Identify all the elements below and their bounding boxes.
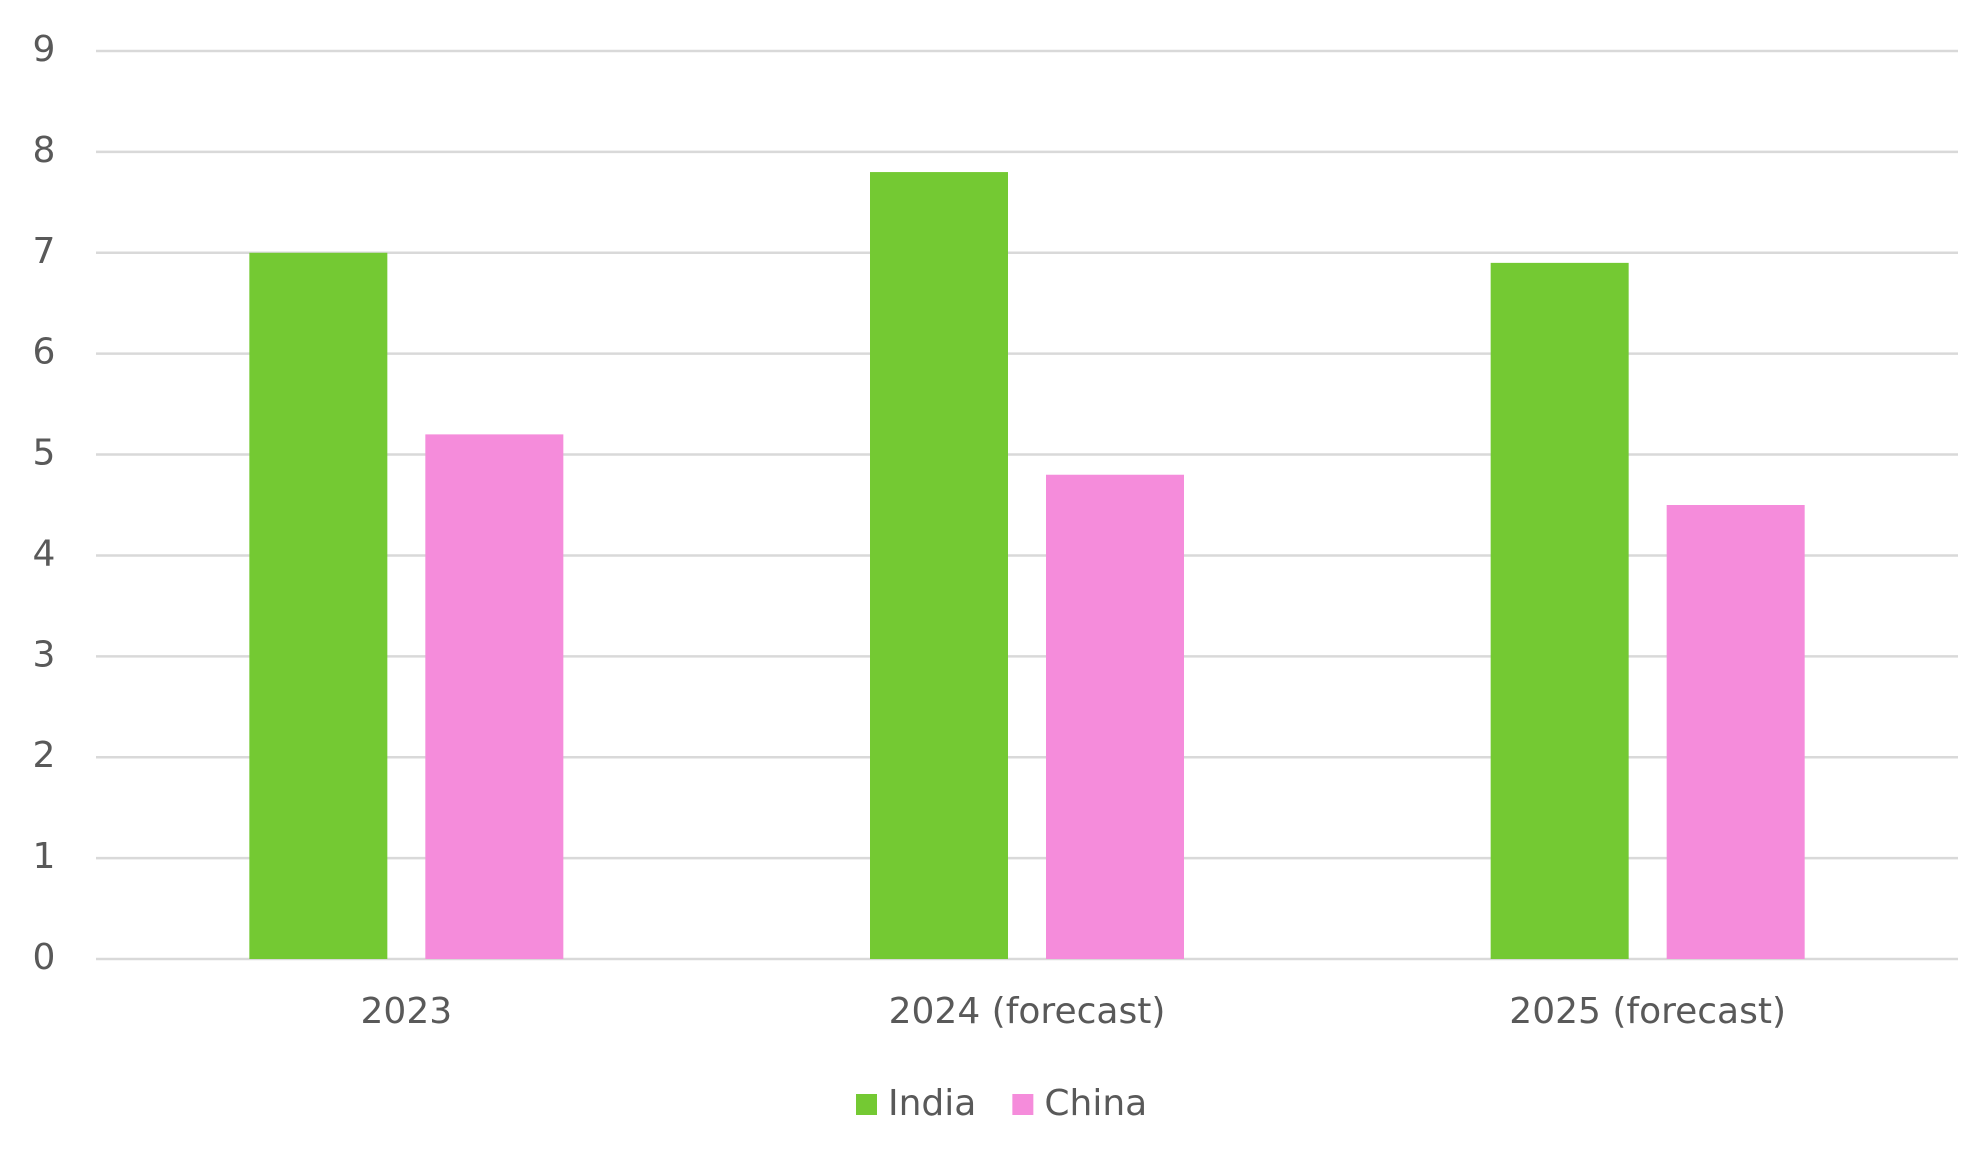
bar xyxy=(870,172,1008,960)
y-tick-label: 5 xyxy=(33,433,56,474)
legend-swatch xyxy=(856,1094,877,1115)
legend-label: India xyxy=(888,1083,976,1124)
x-tick-label: 2025 (forecast) xyxy=(1509,991,1786,1032)
y-tick-label: 3 xyxy=(33,634,56,675)
y-tick-label: 2 xyxy=(33,735,56,776)
bar xyxy=(1666,505,1805,959)
y-tick-label: 1 xyxy=(33,836,56,877)
x-tick-label: 2023 xyxy=(361,991,453,1032)
bar xyxy=(249,252,388,959)
legend-label: China xyxy=(1044,1083,1147,1124)
y-tick-label: 4 xyxy=(33,533,56,574)
bar xyxy=(425,434,564,959)
legend-swatch xyxy=(1012,1094,1034,1115)
y-tick-label: 9 xyxy=(33,29,56,70)
y-tick-label: 0 xyxy=(33,937,56,978)
bar xyxy=(1046,474,1184,959)
bar xyxy=(1490,262,1629,959)
x-tick-label: 2024 (forecast) xyxy=(889,991,1166,1032)
y-tick-label: 7 xyxy=(33,231,56,272)
y-tick-label: 6 xyxy=(33,332,56,373)
y-tick-label: 8 xyxy=(33,130,56,171)
